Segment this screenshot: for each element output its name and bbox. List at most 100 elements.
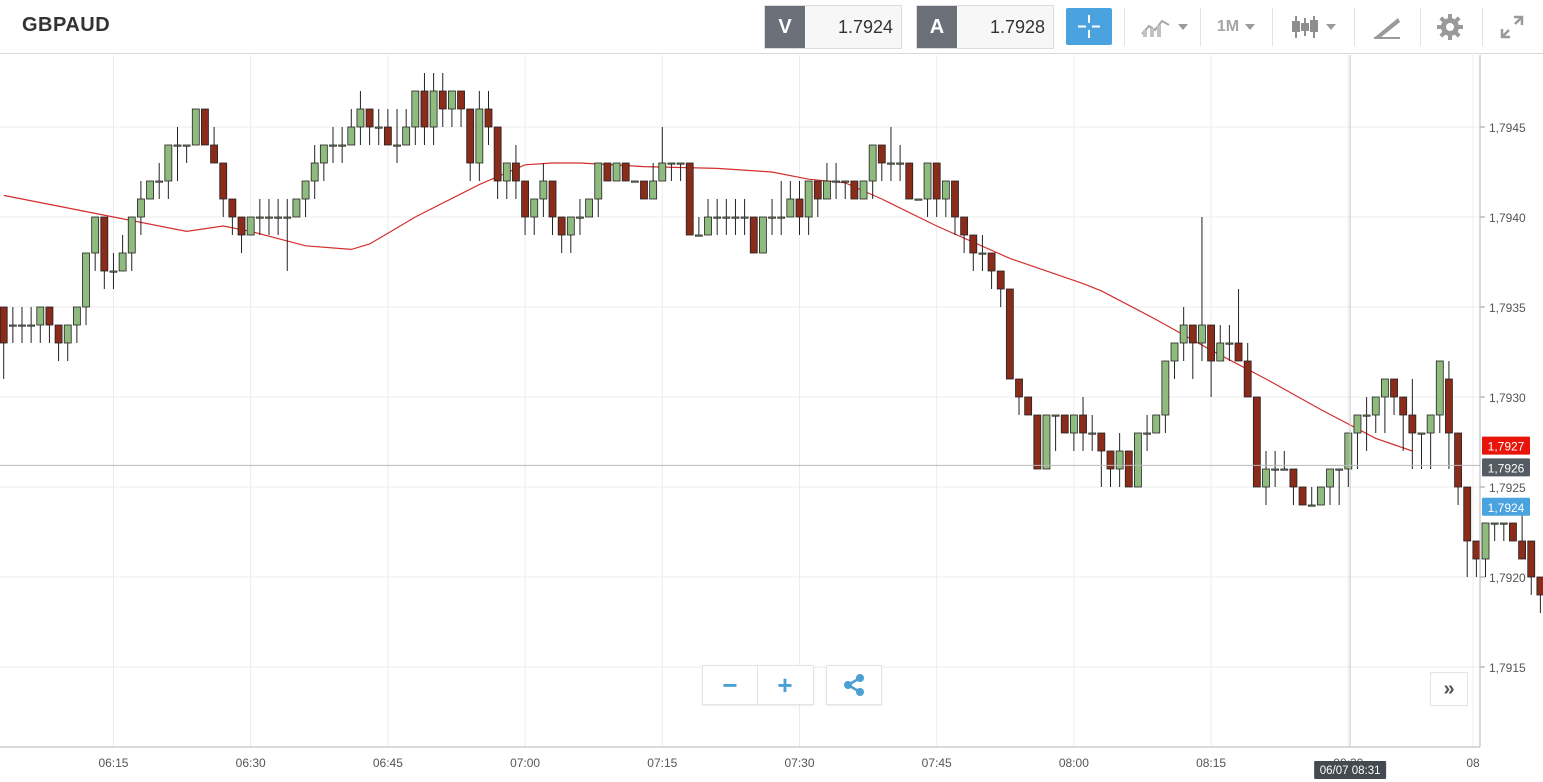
candle <box>1106 450 1115 487</box>
candle <box>1179 307 1188 361</box>
candle-body <box>36 306 45 326</box>
candle <box>1335 468 1344 505</box>
candle <box>1527 540 1536 595</box>
candle-body <box>72 306 81 326</box>
candle-body <box>676 162 685 165</box>
timeframe-dropdown[interactable]: 1M <box>1206 0 1266 54</box>
candle-body <box>576 216 584 219</box>
candle-body <box>1161 360 1170 416</box>
candle-body <box>100 216 109 272</box>
share-button[interactable] <box>826 665 882 705</box>
candle-body <box>640 180 648 200</box>
candle <box>868 144 877 199</box>
candle-body <box>1408 414 1417 434</box>
chevron-down-icon <box>1326 24 1336 30</box>
candle-body <box>603 162 612 182</box>
candle <box>722 199 731 235</box>
candle <box>292 198 301 218</box>
candle-body <box>704 216 712 236</box>
candle-body <box>82 252 90 308</box>
candle <box>832 163 840 199</box>
candle-body <box>1124 450 1133 488</box>
fullscreen-button[interactable] <box>1486 0 1538 54</box>
candle <box>539 163 548 217</box>
candle-body <box>1015 378 1023 398</box>
candle-body <box>228 198 237 218</box>
candle-body <box>1536 576 1543 596</box>
chart-type-button[interactable] <box>1280 0 1346 54</box>
buy-quote-button[interactable]: A 1.7928 <box>916 5 1054 49</box>
candle <box>1499 522 1508 541</box>
candle-body <box>1417 432 1426 435</box>
candle <box>621 162 630 182</box>
candle-body <box>448 90 456 110</box>
candle <box>228 198 237 235</box>
candle-body <box>347 126 356 146</box>
candle <box>740 199 749 235</box>
candle <box>1097 432 1106 487</box>
candle <box>72 306 81 343</box>
y-tick-label: 1,7935 <box>1489 301 1526 315</box>
zoom-out-button[interactable]: − <box>722 669 738 700</box>
candle-body <box>612 162 621 182</box>
candle <box>137 181 145 235</box>
candle-body <box>484 108 493 128</box>
scroll-to-end-button[interactable]: » <box>1430 672 1468 706</box>
candle <box>941 180 950 217</box>
candle <box>658 127 667 182</box>
candle <box>1225 325 1234 361</box>
candle <box>301 180 310 217</box>
candle-body <box>786 198 795 218</box>
candle <box>1033 414 1042 470</box>
candle-body <box>8 324 17 327</box>
candle-body <box>1371 396 1380 416</box>
candle-body <box>1445 378 1453 434</box>
candle-body <box>1024 396 1033 416</box>
candle-body <box>1326 468 1334 488</box>
candle <box>411 90 420 145</box>
candle-body <box>1106 450 1115 470</box>
candle-body <box>1271 468 1280 471</box>
candle <box>109 253 118 289</box>
candle-body <box>630 180 639 183</box>
candle <box>1234 289 1243 362</box>
candle-body <box>374 126 383 129</box>
candle-body <box>713 216 722 219</box>
candle <box>1509 522 1517 542</box>
y-tick-label: 1,7920 <box>1489 571 1526 585</box>
candle-body <box>164 144 173 182</box>
zoom-in-button[interactable]: + <box>777 669 793 700</box>
candle <box>548 180 557 235</box>
candle-body <box>1490 522 1499 525</box>
crosshair-button[interactable] <box>1066 8 1112 45</box>
candle <box>45 306 54 343</box>
candle <box>685 162 694 236</box>
settings-button[interactable] <box>1424 0 1476 54</box>
drawing-tools-button[interactable] <box>1360 0 1414 54</box>
candle <box>329 127 337 163</box>
candle-body <box>1390 378 1398 398</box>
candle <box>457 90 465 127</box>
candle-body <box>1435 360 1444 416</box>
candle <box>146 180 154 200</box>
candle-body <box>237 216 246 236</box>
candle <box>1161 360 1170 433</box>
candle-body <box>566 216 575 236</box>
candle <box>0 306 8 379</box>
indicators-button[interactable] <box>1134 0 1194 54</box>
candle-body <box>960 216 969 236</box>
candle-body <box>1280 468 1289 471</box>
price-chart[interactable]: 1,7945 1,7940 1,7935 1,7930 1,7925 1,7920 1,79… <box>0 55 1543 782</box>
x-tick-label: 08:15 <box>1196 756 1226 770</box>
candle-body <box>438 90 447 110</box>
candle <box>164 144 173 199</box>
candle-body <box>1399 396 1408 416</box>
candle-body <box>1243 360 1252 398</box>
candle <box>1115 433 1124 487</box>
candle <box>795 181 804 235</box>
gear-icon <box>1437 14 1463 40</box>
candle <box>1024 396 1033 416</box>
candle <box>530 198 539 235</box>
sell-quote-button[interactable]: V 1.7924 <box>764 5 902 49</box>
candle <box>466 108 475 181</box>
